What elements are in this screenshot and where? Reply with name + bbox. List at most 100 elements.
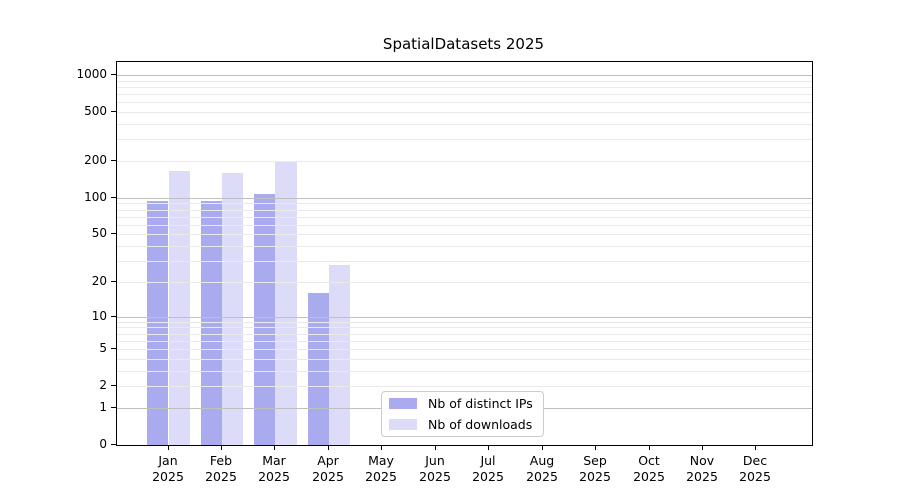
x-tick-year: 2025 (152, 469, 184, 484)
gridline-minor-800 (117, 87, 812, 88)
y-tick-mark-50 (111, 233, 116, 234)
x-tick-mark-jun (435, 445, 436, 450)
y-tick-mark-2 (111, 385, 116, 386)
y-tick-mark-500 (111, 111, 116, 112)
x-tick-label-nov: Nov 2025 (670, 453, 734, 485)
bar-distinct-ips-jan (147, 201, 169, 445)
gridline-minor-4 (117, 359, 812, 360)
gridline-minor-7 (117, 334, 812, 335)
gridline-minor-200 (117, 161, 812, 162)
gridline-minor-60 (117, 225, 812, 226)
x-tick-year: 2025 (312, 469, 344, 484)
y-tick-label-2: 2 (99, 378, 107, 392)
x-tick-year: 2025 (579, 469, 611, 484)
gridline-minor-600 (117, 102, 812, 103)
y-tick-label-1000: 1000 (76, 67, 107, 81)
legend-label-distinct-ips: Nb of distinct IPs (428, 396, 533, 411)
x-tick-mark-mar (274, 445, 275, 450)
x-tick-mark-aug (542, 445, 543, 450)
gridline-major-1000 (117, 75, 812, 76)
gridline-minor-40 (117, 246, 812, 247)
x-tick-mark-may (381, 445, 382, 450)
bar-downloads-mar (275, 162, 297, 445)
y-tick-label-200: 200 (84, 153, 107, 167)
gridline-minor-6 (117, 341, 812, 342)
gridline-minor-9 (117, 322, 812, 323)
y-tick-label-20: 20 (91, 274, 107, 288)
y-tick-label-1: 1 (99, 400, 107, 414)
y-tick-mark-200 (111, 160, 116, 161)
bar-distinct-ips-apr (307, 293, 329, 445)
x-tick-label-oct: Oct 2025 (617, 453, 681, 485)
x-tick-year: 2025 (633, 469, 665, 484)
gridline-major-100 (117, 198, 812, 199)
y-tick-label-10: 10 (91, 309, 107, 323)
x-tick-mark-feb (221, 445, 222, 450)
legend-label-downloads: Nb of downloads (428, 417, 533, 432)
y-tick-mark-0 (111, 444, 116, 445)
x-tick-label-may: May 2025 (349, 453, 413, 485)
gridline-minor-300 (117, 139, 812, 140)
gridline-minor-20 (117, 282, 812, 283)
y-tick-label-0: 0 (99, 437, 107, 451)
x-tick-label-feb: Feb 2025 (189, 453, 253, 485)
gridline-minor-400 (117, 124, 812, 125)
x-tick-year: 2025 (739, 469, 771, 484)
x-tick-mark-dec (755, 445, 756, 450)
plot-area: Nb of distinct IPs Nb of downloads (116, 61, 813, 446)
y-tick-label-5: 5 (99, 341, 107, 355)
gridline-minor-8 (117, 327, 812, 328)
y-tick-mark-1 (111, 407, 116, 408)
gridline-minor-50 (117, 234, 812, 235)
x-tick-label-sep: Sep 2025 (563, 453, 627, 485)
x-tick-label-jun: Jun 2025 (403, 453, 467, 485)
x-tick-mark-jan (168, 445, 169, 450)
legend-row: Nb of downloads (382, 416, 543, 433)
x-tick-label-apr: Apr 2025 (296, 453, 360, 485)
x-tick-label-jan: Jan 2025 (136, 453, 200, 485)
y-tick-label-100: 100 (84, 190, 107, 204)
x-tick-label-aug: Aug 2025 (510, 453, 574, 485)
x-tick-label-mar: Mar 2025 (242, 453, 306, 485)
y-tick-mark-100 (111, 197, 116, 198)
gridline-minor-3 (117, 371, 812, 372)
gridline-minor-2 (117, 386, 812, 387)
y-tick-mark-1000 (111, 74, 116, 75)
legend-swatch-downloads (389, 419, 417, 430)
gridline-minor-700 (117, 94, 812, 95)
x-tick-year: 2025 (472, 469, 504, 484)
y-tick-mark-20 (111, 281, 116, 282)
legend-swatch-distinct-ips (389, 398, 417, 409)
x-tick-year: 2025 (365, 469, 397, 484)
x-tick-mark-sep (595, 445, 596, 450)
gridline-minor-80 (117, 210, 812, 211)
legend-row: Nb of distinct IPs (382, 395, 543, 412)
x-tick-mark-nov (702, 445, 703, 450)
y-tick-mark-5 (111, 348, 116, 349)
x-tick-mark-apr (328, 445, 329, 450)
gridline-minor-70 (117, 217, 812, 218)
bar-downloads-jan (168, 170, 190, 445)
gridline-minor-500 (117, 112, 812, 113)
x-tick-mark-jul (488, 445, 489, 450)
gridline-minor-900 (117, 81, 812, 82)
gridline-major-10 (117, 317, 812, 318)
y-tick-mark-10 (111, 316, 116, 317)
bar-downloads-feb (222, 172, 244, 445)
bar-distinct-ips-mar (254, 193, 276, 445)
y-tick-label-50: 50 (91, 226, 107, 240)
bar-downloads-apr (328, 264, 351, 445)
x-tick-year: 2025 (205, 469, 237, 484)
legend: Nb of distinct IPs Nb of downloads (381, 391, 544, 437)
gridline-minor-5 (117, 349, 812, 350)
chart-title: SpatialDatasets 2025 (382, 35, 545, 53)
gridline-minor-90 (117, 203, 812, 204)
x-tick-label-dec: Dec 2025 (723, 453, 787, 485)
x-tick-mark-oct (649, 445, 650, 450)
x-tick-year: 2025 (419, 469, 451, 484)
x-tick-year: 2025 (258, 469, 290, 484)
y-tick-label-500: 500 (84, 104, 107, 118)
x-tick-year: 2025 (526, 469, 558, 484)
x-tick-year: 2025 (686, 469, 718, 484)
